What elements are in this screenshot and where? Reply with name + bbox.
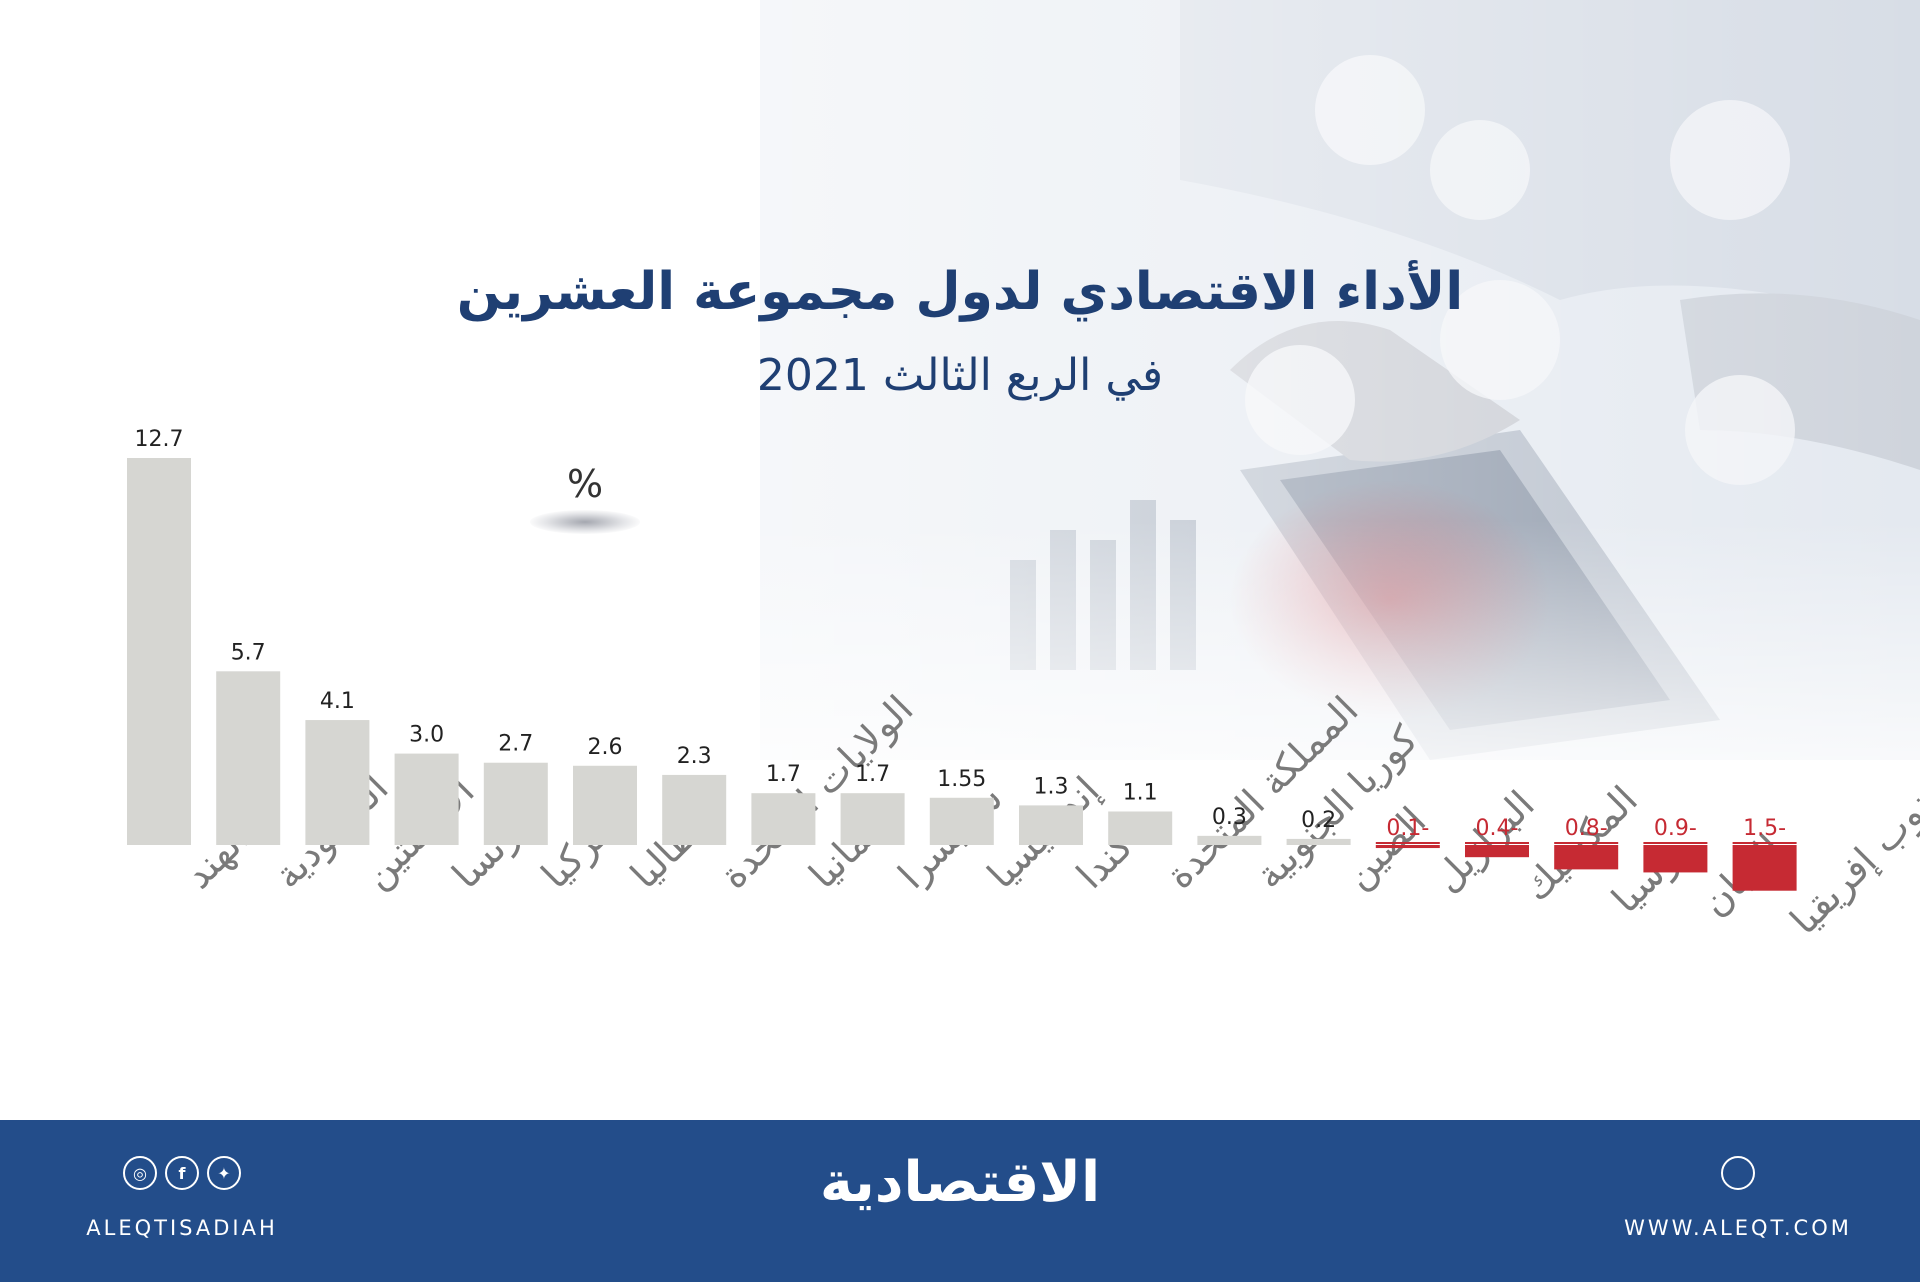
background-artwork	[0, 0, 1920, 1120]
value-label-10: 1.55	[937, 767, 986, 792]
website-link[interactable]: WWW.ALEQT.COM	[1624, 1216, 1852, 1240]
bar-4	[394, 753, 459, 845]
value-label-8: 1.7	[766, 762, 801, 787]
value-label-16: 0.4-	[1476, 816, 1519, 841]
bar-15	[1375, 845, 1440, 849]
value-label-5: 2.7	[498, 732, 533, 757]
value-label-19: 1.5-	[1743, 816, 1786, 841]
bar-11	[1019, 805, 1083, 845]
value-label-2: 5.7	[231, 640, 266, 665]
brand-logo: الاقتصادية	[819, 1150, 1101, 1215]
value-label-14: 0.2	[1301, 808, 1336, 833]
social-icons: ◎ f ✦	[112, 1156, 252, 1196]
facebook-icon[interactable]: f	[165, 1156, 199, 1190]
bar-16	[1465, 845, 1529, 858]
value-label-18: 0.9-	[1654, 816, 1697, 841]
value-label-6: 2.6	[588, 735, 623, 760]
bar-2	[216, 671, 281, 845]
chart-title: الأداء الاقتصادي لدول مجموعة العشرين	[456, 262, 1464, 322]
bar-3	[305, 720, 370, 845]
bar-chart: 12.7الهند5.7السعودية4.1الأرجنتين3.0فرنسا…	[127, 427, 1920, 944]
value-label-1: 12.7	[135, 427, 184, 452]
instagram-icon[interactable]: ◎	[123, 1156, 157, 1190]
value-label-13: 0.3	[1212, 805, 1247, 830]
chart-subtitle: في الربع الثالث 2021	[756, 350, 1164, 401]
value-underline-18	[1643, 842, 1708, 844]
value-label-4: 3.0	[409, 723, 444, 748]
bar-14	[1286, 838, 1351, 845]
value-underline-16	[1465, 842, 1529, 844]
twitter-icon[interactable]: ✦	[207, 1156, 241, 1190]
bar-7	[662, 774, 727, 845]
bar-18	[1643, 845, 1708, 873]
unit-label: %	[566, 462, 604, 506]
dribbble-icon[interactable]	[1721, 1156, 1755, 1190]
value-underline-19	[1732, 842, 1797, 844]
social-handle[interactable]: ALEQTISADIAH	[86, 1216, 278, 1240]
category-label-19: جنوب إفريقيا	[1782, 767, 1920, 944]
bar-1	[127, 458, 191, 845]
bar-17	[1554, 845, 1619, 870]
value-label-15: 0.1-	[1386, 816, 1429, 841]
value-label-12: 1.1	[1123, 780, 1158, 805]
footer-bar: ◎ f ✦ ALEQTISADIAH الاقتصادية WWW.ALEQT.…	[0, 1120, 1920, 1282]
value-label-17: 0.8-	[1565, 816, 1608, 841]
value-label-3: 4.1	[320, 689, 355, 714]
value-underline-15	[1375, 842, 1440, 844]
value-label-11: 1.3	[1034, 774, 1069, 799]
bar-8	[751, 793, 816, 845]
value-label-9: 1.7	[855, 762, 890, 787]
bar-9	[840, 793, 905, 845]
value-label-7: 2.3	[677, 744, 712, 769]
bar-19	[1732, 845, 1797, 891]
bar-13	[1197, 835, 1262, 845]
bar-12	[1108, 811, 1173, 845]
value-underline-17	[1554, 842, 1619, 844]
bar-6	[573, 765, 637, 845]
bar-5	[483, 762, 548, 845]
unit-shadow	[530, 510, 640, 534]
bar-10	[929, 797, 994, 845]
